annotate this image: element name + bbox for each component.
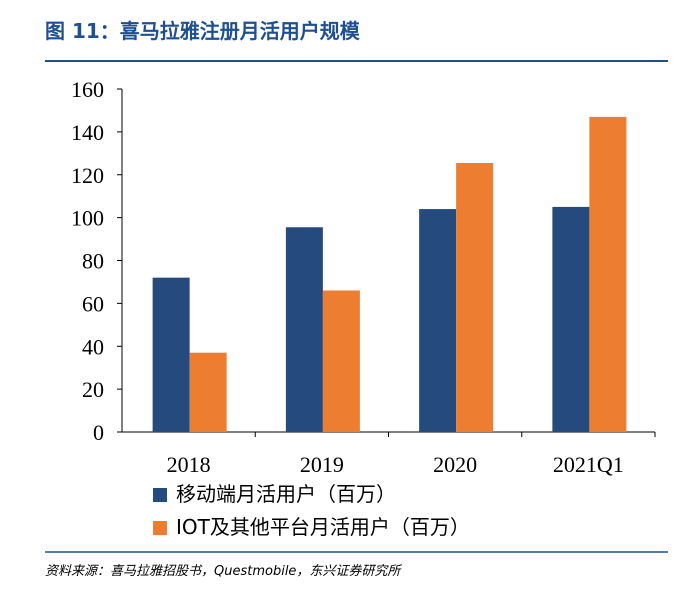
legend-label: 移动端月活用户（百万）: [176, 482, 396, 506]
bar: [322, 290, 360, 432]
chart-title: 图 11：喜马拉雅注册月活用户规模: [45, 19, 361, 43]
source: 资料来源：喜马拉雅招股书，Questmobile，东兴证券研究所: [45, 563, 402, 579]
y-tick-label: 100: [71, 206, 104, 231]
bar: [189, 352, 227, 432]
y-tick-label: 20: [82, 377, 104, 402]
bar: [285, 227, 323, 432]
legend-swatch: [153, 488, 167, 502]
y-tick-label: 80: [82, 249, 104, 274]
x-tick-label: 2021Q1: [553, 452, 624, 477]
y-tick-label: 60: [82, 291, 104, 316]
y-tick-label: 120: [71, 163, 104, 188]
x-tick-label: 2020: [433, 452, 477, 477]
x-tick-label: 2019: [300, 452, 344, 477]
bar: [419, 209, 457, 432]
bar: [456, 162, 494, 432]
bar: [589, 116, 627, 433]
bar: [552, 206, 590, 432]
y-tick-label: 40: [82, 334, 104, 359]
bar: [152, 277, 190, 432]
x-tick-label: 2018: [167, 452, 211, 477]
y-tick-label: 140: [71, 120, 104, 145]
y-tick-label: 0: [93, 420, 104, 445]
legend-label: IOT及其他平台月活用户（百万）: [176, 515, 470, 539]
legend-swatch: [153, 521, 167, 535]
y-tick-label: 160: [71, 77, 104, 102]
